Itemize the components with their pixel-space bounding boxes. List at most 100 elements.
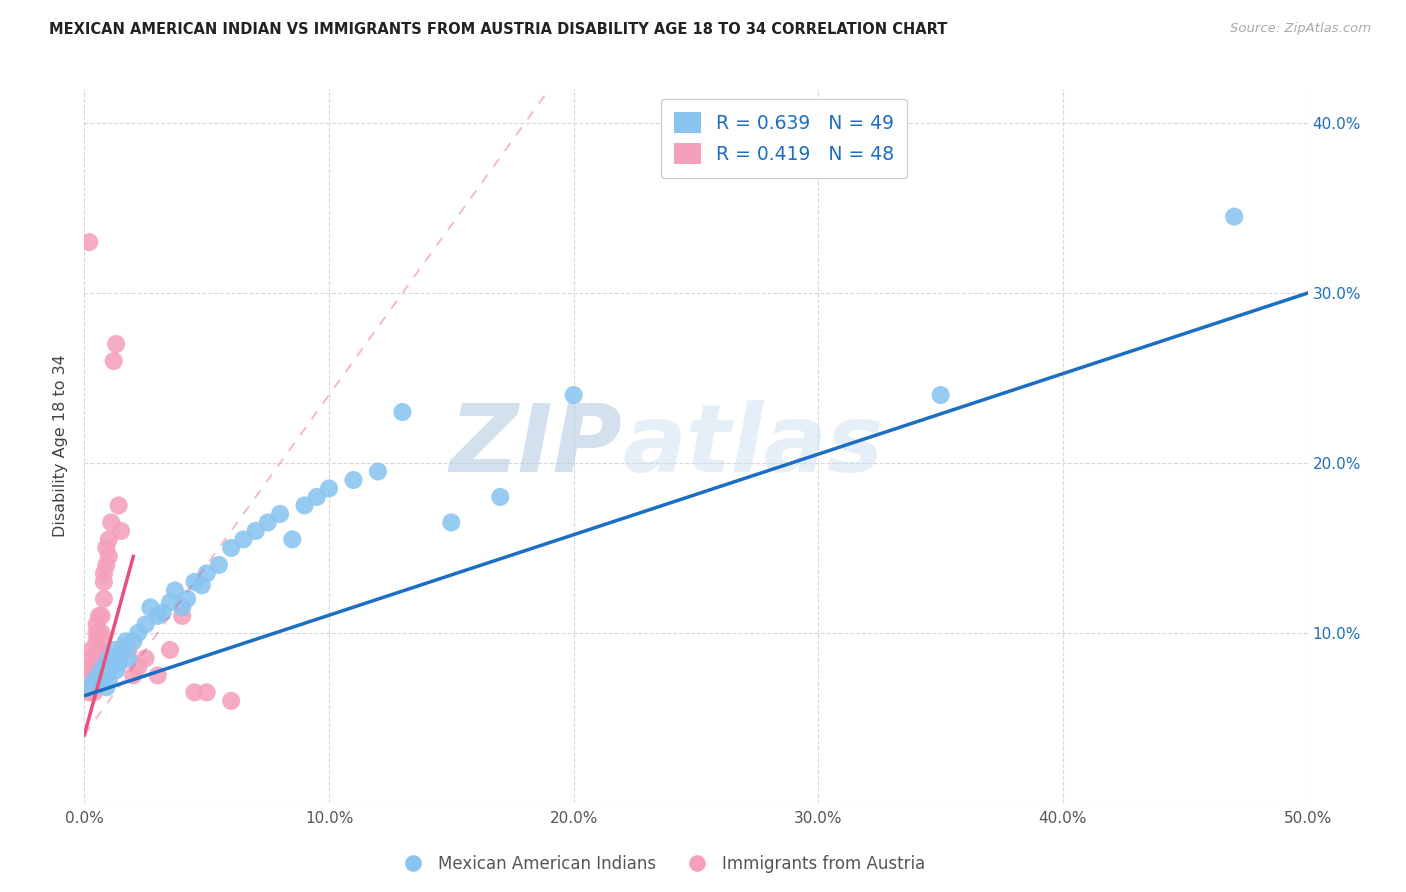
- Point: [146, 668, 169, 682]
- Point: [80, 643, 103, 657]
- Point: [183, 685, 205, 699]
- Point: [146, 608, 169, 623]
- Point: [115, 634, 138, 648]
- Point: [305, 490, 328, 504]
- Point: [77, 685, 100, 699]
- Point: [172, 608, 194, 623]
- Point: [440, 516, 463, 530]
- Point: [159, 643, 181, 657]
- Point: [195, 685, 218, 699]
- Point: [83, 673, 105, 688]
- Point: [86, 617, 108, 632]
- Point: [80, 680, 103, 694]
- Text: ZIP: ZIP: [450, 400, 623, 492]
- Point: [139, 600, 162, 615]
- Point: [110, 646, 132, 660]
- Point: [86, 651, 108, 665]
- Point: [96, 680, 118, 694]
- Point: [76, 673, 98, 688]
- Point: [117, 651, 139, 665]
- Y-axis label: Disability Age 18 to 34: Disability Age 18 to 34: [53, 355, 69, 537]
- Point: [93, 574, 115, 589]
- Point: [208, 558, 231, 572]
- Point: [183, 574, 205, 589]
- Point: [97, 651, 120, 665]
- Point: [93, 566, 115, 581]
- Point: [77, 235, 100, 249]
- Point: [163, 583, 186, 598]
- Point: [257, 516, 280, 530]
- Point: [96, 558, 118, 572]
- Point: [107, 499, 129, 513]
- Point: [100, 516, 122, 530]
- Point: [96, 668, 118, 682]
- Point: [100, 660, 122, 674]
- Point: [80, 651, 103, 665]
- Point: [76, 680, 98, 694]
- Text: Source: ZipAtlas.com: Source: ZipAtlas.com: [1230, 22, 1371, 36]
- Point: [110, 524, 132, 538]
- Point: [176, 591, 198, 606]
- Point: [191, 578, 214, 592]
- Point: [127, 660, 149, 674]
- Point: [93, 591, 115, 606]
- Point: [391, 405, 413, 419]
- Point: [80, 673, 103, 688]
- Point: [86, 626, 108, 640]
- Point: [232, 533, 254, 547]
- Point: [97, 533, 120, 547]
- Point: [159, 595, 181, 609]
- Point: [318, 482, 340, 496]
- Point: [83, 660, 105, 674]
- Text: MEXICAN AMERICAN INDIAN VS IMMIGRANTS FROM AUSTRIA DISABILITY AGE 18 TO 34 CORRE: MEXICAN AMERICAN INDIAN VS IMMIGRANTS FR…: [49, 22, 948, 37]
- Point: [135, 651, 157, 665]
- Point: [80, 660, 103, 674]
- Point: [122, 668, 145, 682]
- Point: [86, 677, 108, 691]
- Point: [83, 677, 105, 691]
- Point: [93, 660, 115, 674]
- Point: [77, 680, 100, 694]
- Point: [90, 608, 112, 623]
- Point: [245, 524, 267, 538]
- Point: [87, 643, 110, 657]
- Point: [219, 541, 242, 555]
- Point: [929, 388, 952, 402]
- Point: [97, 673, 120, 688]
- Point: [87, 651, 110, 665]
- Point: [96, 541, 118, 555]
- Point: [367, 465, 389, 479]
- Point: [105, 663, 128, 677]
- Text: atlas: atlas: [623, 400, 884, 492]
- Point: [294, 499, 316, 513]
- Point: [90, 634, 112, 648]
- Point: [105, 337, 128, 351]
- Point: [87, 668, 110, 682]
- Point: [103, 643, 125, 657]
- Point: [107, 657, 129, 671]
- Point: [83, 668, 105, 682]
- Point: [97, 549, 120, 564]
- Point: [195, 566, 218, 581]
- Point: [77, 668, 100, 682]
- Point: [152, 606, 174, 620]
- Point: [135, 617, 157, 632]
- Point: [86, 634, 108, 648]
- Point: [489, 490, 512, 504]
- Point: [172, 600, 194, 615]
- Point: [281, 533, 304, 547]
- Point: [83, 685, 105, 699]
- Point: [87, 626, 110, 640]
- Legend: Mexican American Indians, Immigrants from Austria: Mexican American Indians, Immigrants fro…: [389, 848, 932, 880]
- Point: [269, 507, 291, 521]
- Point: [342, 473, 364, 487]
- Point: [90, 626, 112, 640]
- Point: [122, 634, 145, 648]
- Point: [219, 694, 242, 708]
- Point: [117, 643, 139, 657]
- Legend: R = 0.639   N = 49, R = 0.419   N = 48: R = 0.639 N = 49, R = 0.419 N = 48: [661, 99, 907, 178]
- Point: [86, 643, 108, 657]
- Point: [103, 354, 125, 368]
- Point: [127, 626, 149, 640]
- Point: [562, 388, 585, 402]
